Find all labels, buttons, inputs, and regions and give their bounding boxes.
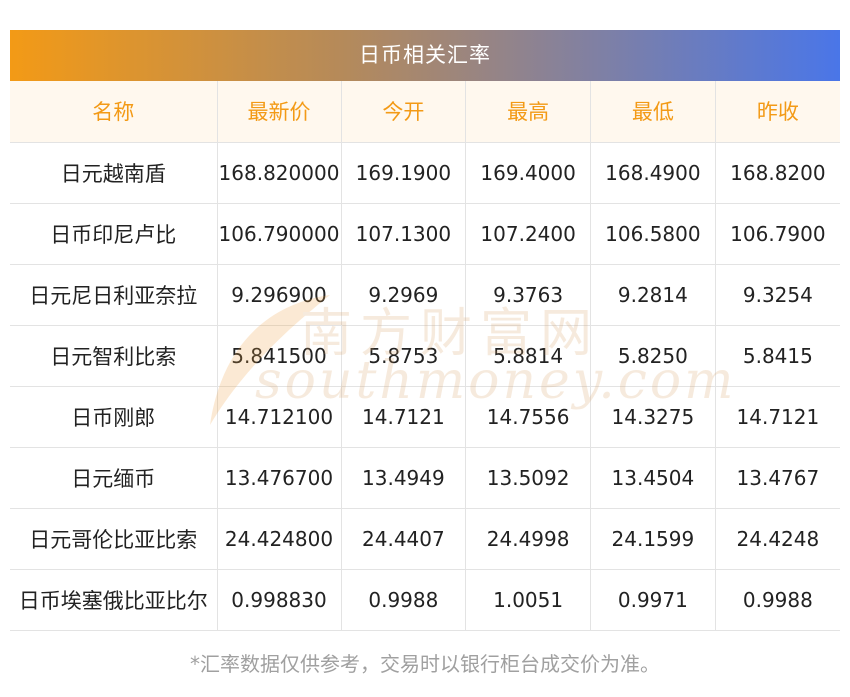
cell-latest: 24.424800 [217,508,342,570]
table-row: 日元智利比索 5.841500 5.8753 5.8814 5.8250 5.8… [10,325,840,387]
cell-prev-close: 168.8200 [715,142,840,204]
cell-low: 9.2814 [590,264,716,326]
cell-name: 日元缅币 [10,447,218,509]
cell-prev-close: 106.7900 [715,203,840,265]
table-row: 日币埃塞俄比亚比尔 0.998830 0.9988 1.0051 0.9971 … [10,569,840,631]
cell-name: 日元尼日利亚奈拉 [10,264,218,326]
cell-low: 0.9971 [590,569,716,631]
cell-open: 0.9988 [341,569,467,631]
table-row: 日元越南盾 168.820000 169.1900 169.4000 168.4… [10,142,840,204]
cell-name: 日元越南盾 [10,142,218,204]
cell-name: 日元哥伦比亚比索 [10,508,218,570]
cell-prev-close: 5.8415 [715,325,840,387]
cell-latest: 168.820000 [217,142,342,204]
cell-latest: 106.790000 [217,203,342,265]
cell-open: 13.4949 [341,447,467,509]
cell-low: 24.1599 [590,508,716,570]
cell-open: 169.1900 [341,142,467,204]
cell-high: 24.4998 [465,508,591,570]
cell-prev-close: 0.9988 [715,569,840,631]
cell-latest: 0.998830 [217,569,342,631]
cell-low: 14.3275 [590,386,716,448]
header-row: 名称 最新价 今开 最高 最低 昨收 [10,81,840,143]
cell-prev-close: 24.4248 [715,508,840,570]
table-row: 日币刚郎 14.712100 14.7121 14.7556 14.3275 1… [10,386,840,448]
cell-high: 13.5092 [465,447,591,509]
cell-name: 日币埃塞俄比亚比尔 [10,569,218,631]
cell-prev-close: 14.7121 [715,386,840,448]
cell-low: 106.5800 [590,203,716,265]
table-row: 日元缅币 13.476700 13.4949 13.5092 13.4504 1… [10,447,840,509]
cell-open: 14.7121 [341,386,467,448]
cell-high: 1.0051 [465,569,591,631]
cell-name: 日币印尼卢比 [10,203,218,265]
cell-open: 24.4407 [341,508,467,570]
cell-low: 5.8250 [590,325,716,387]
cell-high: 107.2400 [465,203,591,265]
header-low: 最低 [590,81,716,143]
cell-latest: 9.296900 [217,264,342,326]
header-name: 名称 [10,81,218,143]
header-latest: 最新价 [217,81,342,143]
table-row: 日元尼日利亚奈拉 9.296900 9.2969 9.3763 9.2814 9… [10,264,840,326]
cell-name: 日元智利比索 [10,325,218,387]
disclaimer-footnote: *汇率数据仅供参考，交易时以银行柜台成交价为准。 [190,652,660,676]
cell-high: 169.4000 [465,142,591,204]
cell-prev-close: 13.4767 [715,447,840,509]
cell-name: 日币刚郎 [10,386,218,448]
table-row: 日币印尼卢比 106.790000 107.1300 107.2400 106.… [10,203,840,265]
table-title: 日币相关汇率 [10,30,840,81]
header-open: 今开 [341,81,467,143]
cell-latest: 5.841500 [217,325,342,387]
exchange-rate-table: 名称 最新价 今开 最高 最低 昨收 日元越南盾 168.820000 169.… [10,81,840,631]
cell-latest: 14.712100 [217,386,342,448]
cell-open: 5.8753 [341,325,467,387]
table-row: 日元哥伦比亚比索 24.424800 24.4407 24.4998 24.15… [10,508,840,570]
cell-open: 107.1300 [341,203,467,265]
cell-prev-close: 9.3254 [715,264,840,326]
cell-low: 168.4900 [590,142,716,204]
cell-high: 5.8814 [465,325,591,387]
header-prev-close: 昨收 [715,81,840,143]
cell-high: 9.3763 [465,264,591,326]
cell-low: 13.4504 [590,447,716,509]
header-high: 最高 [465,81,591,143]
cell-open: 9.2969 [341,264,467,326]
cell-high: 14.7556 [465,386,591,448]
cell-latest: 13.476700 [217,447,342,509]
